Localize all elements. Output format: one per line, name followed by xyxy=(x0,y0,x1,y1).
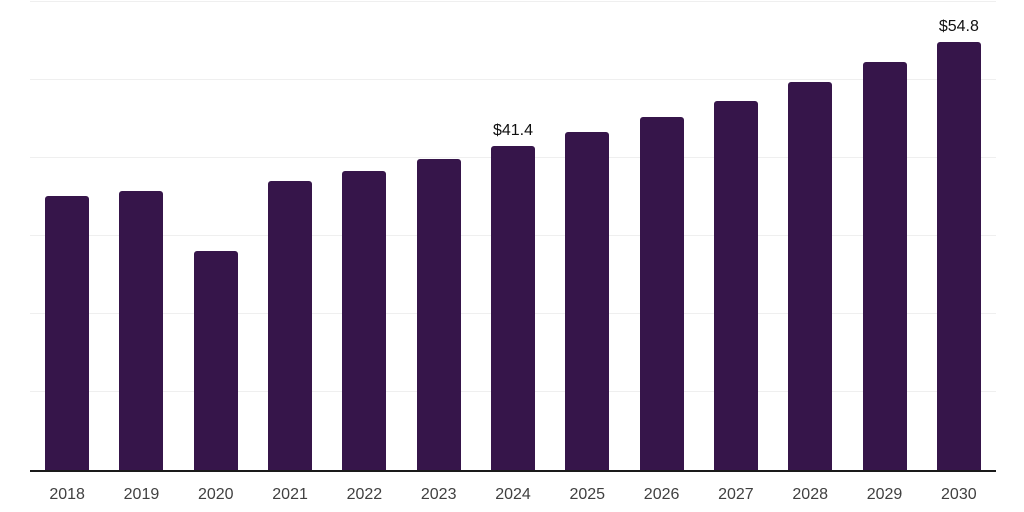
gridline-50 xyxy=(30,78,996,80)
x-tick-label-2024: 2024 xyxy=(495,486,531,503)
x-tick-label-2020: 2020 xyxy=(197,486,234,503)
bar-2024 xyxy=(491,146,535,470)
bar-2020 xyxy=(193,251,238,470)
bar-2021 xyxy=(268,180,313,470)
x-tick-label-2025: 2025 xyxy=(569,486,606,503)
bar-2025 xyxy=(565,132,610,470)
bar-2028 xyxy=(788,82,833,470)
x-tick-label-2030: 2030 xyxy=(941,486,977,503)
bar-2026 xyxy=(639,116,684,470)
data-label-2030: $54.8 xyxy=(938,17,979,35)
x-tick-label-2029: 2029 xyxy=(866,486,903,503)
x-axis-line xyxy=(30,470,996,472)
bar-2027 xyxy=(713,101,758,470)
bar-2022 xyxy=(342,171,387,470)
x-tick-label-2019: 2019 xyxy=(123,486,160,503)
data-label-2024: $41.4 xyxy=(492,122,534,140)
bar-2029 xyxy=(862,61,907,470)
bar-2030 xyxy=(936,41,981,470)
x-tick-label-2022: 2022 xyxy=(346,486,383,503)
x-tick-label-2028: 2028 xyxy=(792,486,828,503)
bar-2023 xyxy=(416,158,461,470)
x-tick-label-2018: 2018 xyxy=(49,486,85,503)
bar-2019 xyxy=(119,190,164,470)
x-tick-label-2021: 2021 xyxy=(272,486,308,503)
x-tick-label-2027: 2027 xyxy=(718,486,754,503)
x-tick-label-2026: 2026 xyxy=(643,486,680,503)
x-tick-label-2023: 2023 xyxy=(420,486,457,503)
gridline-60 xyxy=(30,0,996,2)
bar-2018 xyxy=(45,196,90,470)
